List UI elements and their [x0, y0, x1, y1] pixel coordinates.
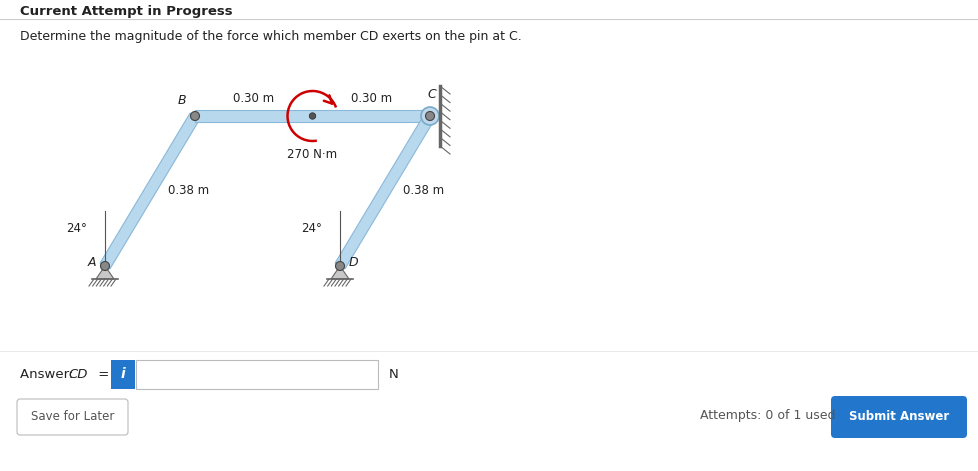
Text: 270 N·m: 270 N·m — [288, 147, 337, 161]
Text: B: B — [177, 95, 186, 107]
FancyBboxPatch shape — [136, 360, 378, 389]
Text: CD: CD — [67, 367, 87, 381]
Polygon shape — [334, 113, 434, 269]
Circle shape — [335, 261, 344, 270]
Text: 0.38 m: 0.38 m — [403, 185, 444, 197]
Text: Attempts: 0 of 1 used: Attempts: 0 of 1 used — [699, 409, 834, 422]
Polygon shape — [100, 113, 200, 269]
Text: =: = — [94, 367, 113, 381]
Text: i: i — [120, 367, 125, 381]
Polygon shape — [96, 266, 113, 279]
Text: Save for Later: Save for Later — [30, 409, 114, 422]
Circle shape — [309, 113, 315, 119]
Text: Determine the magnitude of the force which member CD exerts on the pin at C.: Determine the magnitude of the force whi… — [20, 30, 521, 42]
Polygon shape — [331, 266, 348, 279]
Text: 0.30 m: 0.30 m — [233, 92, 274, 106]
Text: 0.38 m: 0.38 m — [168, 185, 209, 197]
Circle shape — [191, 112, 200, 121]
Text: Answer:: Answer: — [20, 367, 77, 381]
Circle shape — [101, 261, 110, 270]
Text: 24°: 24° — [67, 221, 87, 235]
Text: 0.30 m: 0.30 m — [350, 92, 391, 106]
Circle shape — [425, 112, 434, 121]
Text: D: D — [348, 257, 357, 269]
Text: Submit Answer: Submit Answer — [848, 409, 948, 422]
FancyBboxPatch shape — [111, 360, 135, 389]
Text: A: A — [88, 257, 96, 269]
Polygon shape — [195, 110, 429, 122]
Text: 24°: 24° — [301, 221, 322, 235]
Text: Current Attempt in Progress: Current Attempt in Progress — [20, 5, 233, 17]
FancyBboxPatch shape — [17, 399, 128, 435]
Circle shape — [421, 107, 438, 125]
Text: C: C — [427, 88, 436, 100]
FancyBboxPatch shape — [830, 396, 966, 438]
Text: N: N — [388, 367, 398, 381]
